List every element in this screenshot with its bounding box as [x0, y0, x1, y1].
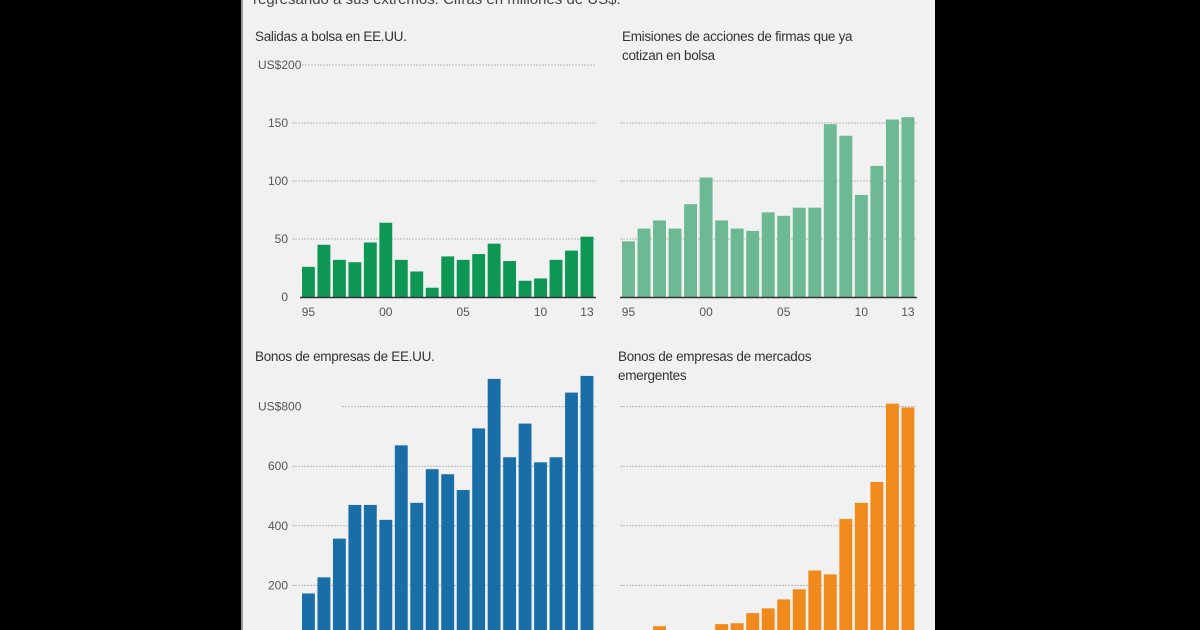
y-tick-label: 600 — [268, 459, 288, 473]
bar-12 — [565, 250, 578, 297]
bar-01 — [394, 445, 408, 630]
x-tick-label: 95 — [302, 305, 316, 319]
bar-05 — [456, 259, 470, 297]
bar-99 — [684, 204, 698, 297]
bar-06 — [792, 207, 806, 297]
x-tick-label: 05 — [777, 305, 791, 319]
bar-12 — [885, 119, 899, 298]
bar-95 — [302, 266, 315, 297]
x-tick-label: 13 — [580, 305, 594, 319]
bar-09 — [839, 518, 853, 630]
x-tick-label: 10 — [534, 305, 548, 319]
bar-03 — [746, 230, 760, 297]
chart-title-follow-on: Emisiones de acciones de firmas que ya c… — [622, 29, 853, 63]
bar-96 — [637, 228, 651, 297]
bar-13 — [580, 375, 594, 630]
bar-07 — [808, 570, 822, 630]
x-tick-label: 00 — [699, 305, 713, 319]
y-tick-label: 400 — [268, 519, 288, 533]
bar-04 — [761, 212, 775, 297]
bar-05 — [777, 215, 791, 297]
bar-10 — [534, 462, 547, 630]
chart-title-ipo: Salidas a bolsa en EE.UU. — [255, 29, 407, 44]
bar-97 — [332, 259, 346, 297]
bar-05 — [456, 490, 470, 630]
intro-text: regresando a sus extremos. Cifras en mil… — [253, 0, 621, 8]
bar-12 — [565, 392, 578, 630]
bar-08 — [823, 574, 837, 630]
bar-07 — [487, 243, 501, 297]
bar-08 — [503, 457, 517, 630]
bar-00 — [379, 519, 393, 630]
chart-title-em-bonds: Bonos de empresas de mercados emergentes — [618, 349, 812, 383]
x-tick-label: 13 — [901, 305, 915, 319]
bar-04 — [441, 474, 455, 630]
bar-09 — [518, 280, 532, 297]
y-tick-label: US$200 — [258, 58, 302, 72]
y-tick-label: 50 — [275, 232, 289, 246]
bar-04 — [441, 256, 455, 297]
bar-95 — [622, 241, 635, 297]
chart-title-us-bonds: Bonos de empresas de EE.UU. — [255, 349, 435, 364]
bar-10 — [854, 502, 868, 630]
bar-98 — [668, 228, 682, 297]
bar-97 — [332, 538, 346, 630]
bar-96 — [317, 577, 331, 630]
bar-08 — [823, 124, 837, 297]
bar-02 — [730, 228, 744, 297]
bar-01 — [715, 220, 729, 297]
bar-09 — [839, 135, 853, 297]
bar-08 — [503, 261, 517, 297]
bar-11 — [549, 259, 563, 297]
bar-11 — [870, 481, 884, 630]
bar-95 — [302, 593, 315, 630]
y-tick-label: US$800 — [258, 400, 302, 414]
bar-13 — [901, 407, 915, 630]
bar-98 — [348, 262, 362, 297]
bar-12 — [885, 403, 899, 630]
bar-01 — [394, 259, 408, 297]
bar-10 — [854, 194, 868, 297]
bar-02 — [410, 271, 424, 297]
x-tick-label: 00 — [379, 305, 393, 319]
x-tick-label: 05 — [456, 305, 470, 319]
bar-96 — [317, 244, 331, 297]
bar-07 — [808, 207, 822, 297]
bar-98 — [348, 504, 362, 630]
bar-04 — [761, 608, 775, 630]
y-tick-label: 150 — [268, 116, 288, 130]
bar-06 — [472, 254, 486, 297]
bar-11 — [549, 457, 563, 630]
bar-03 — [425, 469, 439, 630]
bar-07 — [487, 378, 501, 630]
y-tick-label: 200 — [268, 578, 288, 592]
bar-01 — [715, 624, 729, 630]
x-tick-label: 10 — [855, 305, 869, 319]
bar-00 — [699, 177, 713, 297]
bar-06 — [792, 589, 806, 630]
bar-10 — [534, 278, 547, 297]
bar-06 — [472, 428, 486, 630]
bar-03 — [746, 613, 760, 630]
bar-11 — [870, 165, 884, 297]
bar-97 — [653, 626, 666, 630]
bar-00 — [379, 222, 393, 297]
y-tick-label: 100 — [268, 174, 288, 188]
bar-09 — [518, 423, 532, 630]
bar-97 — [653, 220, 666, 297]
bar-13 — [580, 236, 594, 297]
bar-05 — [777, 599, 791, 630]
y-tick-label: 0 — [281, 290, 288, 304]
bar-99 — [363, 242, 377, 297]
x-tick-label: 95 — [622, 305, 636, 319]
bar-13 — [901, 117, 915, 297]
bar-99 — [363, 504, 377, 630]
bar-02 — [410, 502, 424, 630]
bar-03 — [425, 287, 439, 297]
bar-02 — [730, 623, 744, 630]
